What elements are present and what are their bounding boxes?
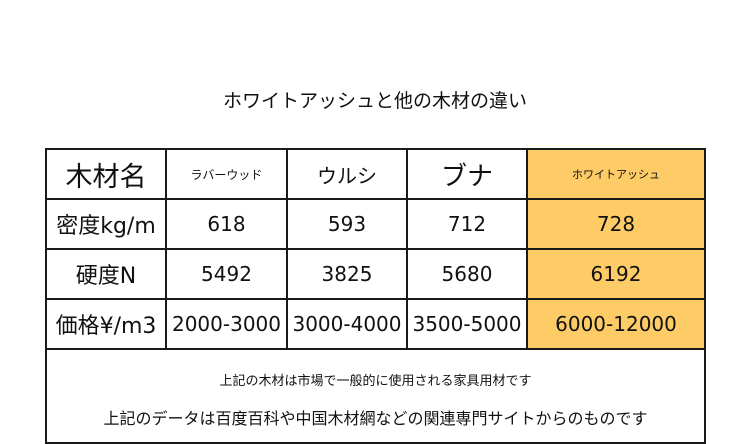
table-row-price: 価格¥/m3 2000-3000 3000-4000 3500-5000 600… bbox=[45, 298, 706, 350]
table-row-density: 密度kg/m 618 593 712 728 bbox=[45, 198, 706, 250]
cell-price-white-ash: 6000-12000 bbox=[526, 298, 706, 350]
cell-hardness-rubberwood: 5492 bbox=[165, 248, 288, 300]
cell-density-white-ash: 728 bbox=[526, 198, 706, 250]
header-white-ash: ホワイトアッシュ bbox=[526, 148, 706, 200]
cell-hardness-white-ash: 6192 bbox=[526, 248, 706, 300]
page-title: ホワイトアッシュと他の木材の違い bbox=[222, 90, 527, 112]
table-notes: 上記の木材は市場で一般的に使用される家具用材です 上記のデータは百度百科や中国木… bbox=[45, 348, 706, 444]
row-label-density: 密度kg/m bbox=[45, 198, 167, 250]
row-label-price: 価格¥/m3 bbox=[45, 298, 167, 350]
table-header-row: 木材名 ラバーウッド ウルシ ブナ ホワイトアッシュ bbox=[45, 148, 706, 200]
cell-price-urushi: 3000-4000 bbox=[286, 298, 408, 350]
header-wood-name: 木材名 bbox=[45, 148, 167, 200]
cell-density-rubberwood: 618 bbox=[165, 198, 288, 250]
table-row-hardness: 硬度N 5492 3825 5680 6192 bbox=[45, 248, 706, 300]
note-data-source: 上記のデータは百度百科や中国木材網などの関連専門サイトからのものです bbox=[103, 409, 648, 428]
cell-density-beech: 712 bbox=[406, 198, 528, 250]
cell-density-urushi: 593 bbox=[286, 198, 408, 250]
cell-price-rubberwood: 2000-3000 bbox=[165, 298, 288, 350]
cell-hardness-beech: 5680 bbox=[406, 248, 528, 300]
cell-hardness-urushi: 3825 bbox=[286, 248, 408, 300]
header-rubberwood: ラバーウッド bbox=[165, 148, 288, 200]
table-notes-row: 上記の木材は市場で一般的に使用される家具用材です 上記のデータは百度百科や中国木… bbox=[45, 348, 706, 444]
note-furniture-woods: 上記の木材は市場で一般的に使用される家具用材です bbox=[219, 374, 532, 389]
header-beech: ブナ bbox=[406, 148, 528, 200]
wood-comparison-table: 木材名 ラバーウッド ウルシ ブナ ホワイトアッシュ 密度kg/m 618 59… bbox=[45, 148, 706, 444]
header-urushi: ウルシ bbox=[286, 148, 408, 200]
cell-price-beech: 3500-5000 bbox=[406, 298, 528, 350]
row-label-hardness: 硬度N bbox=[45, 248, 167, 300]
